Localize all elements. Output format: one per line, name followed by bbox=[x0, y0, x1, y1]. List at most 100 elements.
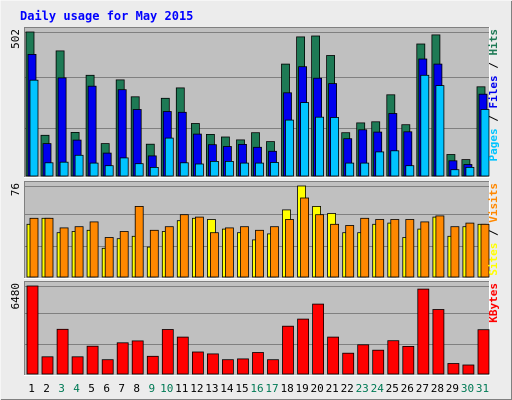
bar-pages-day-20 bbox=[315, 116, 325, 177]
bar-kbytes-day-30 bbox=[462, 364, 475, 375]
x-label-day-5: 5 bbox=[88, 382, 95, 395]
bar-pages-day-16 bbox=[255, 162, 264, 177]
bars-hits-files-pages bbox=[25, 31, 490, 177]
bar-pages-day-30 bbox=[465, 166, 475, 177]
bar-visits-day-3 bbox=[59, 227, 69, 278]
legend-hits-files-pages: Pages / Files / Hits bbox=[487, 29, 500, 162]
bar-visits-day-5 bbox=[89, 221, 99, 278]
panel-sites-visits: 76 Sites / Visits bbox=[9, 181, 500, 279]
bar-visits-day-24 bbox=[375, 219, 385, 278]
bar-kbytes-day-31 bbox=[477, 329, 490, 375]
bar-kbytes-day-7 bbox=[116, 342, 129, 375]
bar-pages-day-2 bbox=[44, 162, 54, 177]
bar-pages-day-10 bbox=[164, 137, 174, 177]
panel-kbytes: 6480 KBytes bbox=[9, 281, 500, 376]
bar-visits-day-10 bbox=[164, 226, 174, 278]
x-label-day-27: 27 bbox=[416, 382, 429, 395]
x-label-day-15: 15 bbox=[235, 382, 248, 395]
bar-visits-day-1 bbox=[29, 217, 39, 278]
bar-pages-day-21 bbox=[330, 117, 340, 177]
x-label-day-28: 28 bbox=[431, 382, 444, 395]
x-label-day-8: 8 bbox=[133, 382, 140, 395]
bar-visits-day-25 bbox=[390, 219, 400, 278]
bar-visits-day-29 bbox=[450, 226, 460, 278]
x-label-day-13: 13 bbox=[205, 382, 218, 395]
bar-pages-day-4 bbox=[74, 154, 84, 177]
bar-pages-day-8 bbox=[134, 163, 144, 177]
legend-files: Files bbox=[487, 75, 500, 108]
bar-visits-day-21 bbox=[330, 223, 340, 278]
bar-pages-day-23 bbox=[360, 162, 370, 177]
bar-kbytes-day-20 bbox=[312, 303, 325, 375]
bar-kbytes-day-27 bbox=[417, 288, 430, 375]
bar-kbytes-day-22 bbox=[342, 352, 355, 375]
x-label-day-2: 2 bbox=[43, 382, 50, 395]
x-label-day-4: 4 bbox=[73, 382, 80, 395]
bar-visits-day-8 bbox=[134, 205, 144, 278]
legend-hits: Hits bbox=[487, 29, 500, 56]
x-label-day-24: 24 bbox=[371, 382, 385, 395]
x-label-day-23: 23 bbox=[356, 382, 369, 395]
bar-pages-day-7 bbox=[119, 157, 129, 177]
bar-kbytes-day-4 bbox=[71, 356, 84, 375]
x-label-day-14: 14 bbox=[220, 382, 234, 395]
bar-pages-day-18 bbox=[285, 119, 294, 177]
bar-kbytes-day-13 bbox=[206, 353, 219, 375]
bar-visits-day-30 bbox=[465, 222, 475, 278]
y-max-label: 6480 bbox=[9, 283, 22, 310]
bar-pages-day-17 bbox=[270, 162, 279, 177]
bar-visits-day-17 bbox=[270, 226, 279, 278]
bar-pages-day-12 bbox=[194, 163, 204, 177]
legend-kbytes: KBytes bbox=[487, 283, 500, 323]
y-max-label: 76 bbox=[9, 183, 22, 196]
bar-kbytes-day-9 bbox=[146, 355, 159, 375]
bar-kbytes-day-2 bbox=[41, 356, 54, 375]
bar-kbytes-day-26 bbox=[402, 345, 415, 375]
bar-pages-day-3 bbox=[59, 161, 69, 177]
bar-kbytes-day-18 bbox=[282, 325, 294, 375]
bar-kbytes-day-25 bbox=[387, 340, 400, 375]
bar-kbytes-day-8 bbox=[131, 340, 144, 375]
bar-visits-day-20 bbox=[315, 214, 325, 278]
bars-sites-visits bbox=[26, 185, 490, 278]
bar-kbytes-day-11 bbox=[176, 336, 189, 375]
bar-pages-day-25 bbox=[390, 150, 400, 177]
bar-visits-day-19 bbox=[300, 197, 310, 278]
bar-visits-day-6 bbox=[104, 237, 114, 278]
bar-kbytes-day-15 bbox=[237, 358, 249, 375]
x-label-day-20: 20 bbox=[310, 382, 323, 395]
x-label-day-9: 9 bbox=[148, 382, 155, 395]
bar-visits-day-9 bbox=[149, 229, 159, 278]
bar-pages-day-26 bbox=[405, 165, 415, 177]
legend-kbytes: KBytes bbox=[487, 283, 500, 323]
bar-kbytes-day-19 bbox=[297, 318, 310, 375]
bar-pages-day-29 bbox=[450, 169, 460, 177]
x-label-day-12: 12 bbox=[190, 382, 203, 395]
legend-separator: / bbox=[487, 223, 500, 243]
bar-kbytes-day-10 bbox=[161, 329, 174, 375]
bar-kbytes-day-16 bbox=[252, 352, 264, 375]
bar-files-day-5 bbox=[87, 85, 97, 177]
bar-pages-day-1 bbox=[29, 79, 39, 177]
bar-visits-day-14 bbox=[224, 227, 234, 278]
x-label-day-17: 17 bbox=[265, 382, 278, 395]
y-max-label: 502 bbox=[9, 29, 22, 49]
x-label-day-31: 31 bbox=[476, 382, 489, 395]
x-label-day-30: 30 bbox=[461, 382, 474, 395]
bar-visits-day-23 bbox=[360, 217, 370, 278]
legend-separator: / bbox=[487, 109, 500, 129]
x-label-day-10: 10 bbox=[160, 382, 173, 395]
x-label-day-29: 29 bbox=[446, 382, 459, 395]
bar-pages-day-15 bbox=[240, 162, 249, 177]
legend-sites-visits: Sites / Visits bbox=[487, 183, 500, 276]
bar-visits-day-2 bbox=[44, 217, 54, 278]
bar-pages-day-6 bbox=[104, 165, 114, 177]
bar-visits-day-16 bbox=[255, 229, 264, 278]
bar-kbytes-day-12 bbox=[191, 351, 204, 375]
bar-visits-day-15 bbox=[240, 226, 249, 278]
legend-separator: / bbox=[487, 56, 500, 76]
bar-visits-day-7 bbox=[119, 231, 129, 278]
bar-files-day-3 bbox=[57, 77, 67, 177]
bar-pages-day-28 bbox=[435, 85, 445, 177]
